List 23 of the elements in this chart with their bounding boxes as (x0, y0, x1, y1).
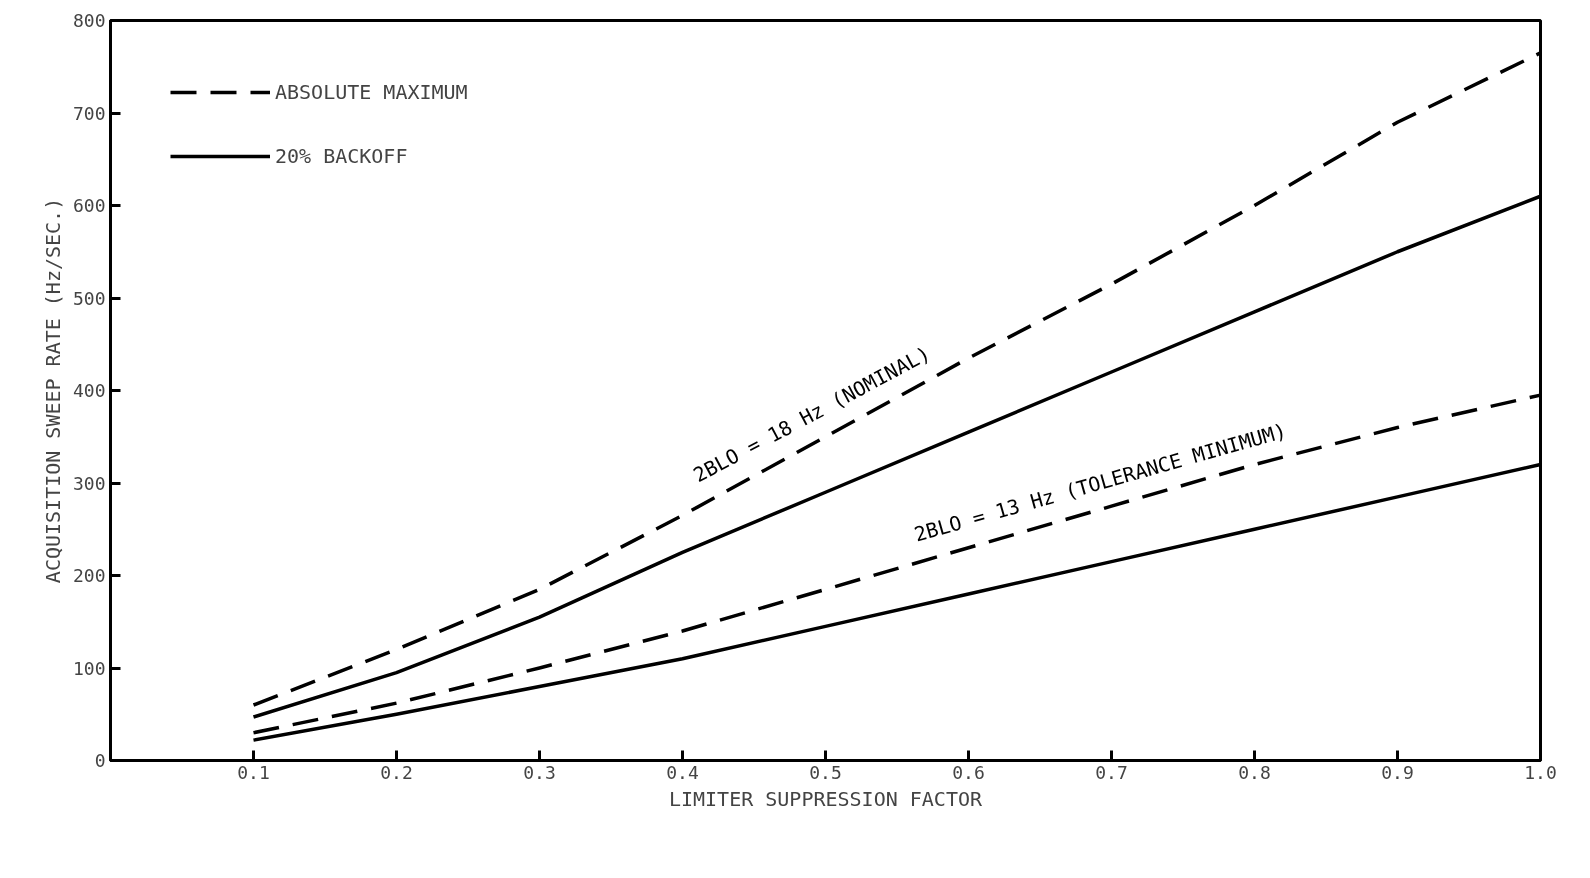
y-tick-label: 500 (72, 287, 106, 309)
y-tick-label: 700 (72, 102, 106, 124)
y-tick-label: 100 (72, 657, 106, 679)
legend-label: ABSOLUTE MAXIMUM (275, 80, 468, 104)
x-tick-label: 1.0 (1524, 761, 1557, 783)
y-tick-label: 200 (72, 565, 106, 586)
x-tick-label: 0.5 (809, 761, 842, 783)
y-tick-label: 300 (72, 472, 106, 494)
y-tick-label: 800 (72, 10, 106, 31)
x-tick-label: 0.8 (1238, 761, 1271, 783)
x-tick-label: 0.3 (523, 761, 556, 783)
x-tick-label: 0.2 (380, 761, 413, 783)
legend-label: 20% BACKOFF (275, 144, 408, 168)
x-axis-title: LIMITER SUPPRESSION FACTOR (668, 786, 983, 811)
x-tick-label: 0.9 (1381, 761, 1414, 783)
y-axis-title: ACQUISITION SWEEP RATE (Hz/SEC.) (40, 197, 65, 584)
y-tick-label: 400 (72, 380, 106, 401)
x-tick-label: 0.1 (237, 761, 270, 783)
x-tick-label: 0.6 (952, 761, 985, 783)
x-tick-label: 0.4 (666, 761, 699, 783)
y-tick-label: 0 (94, 750, 106, 771)
y-tick-label: 600 (72, 195, 106, 216)
x-tick-label: 0.7 (1095, 761, 1128, 783)
